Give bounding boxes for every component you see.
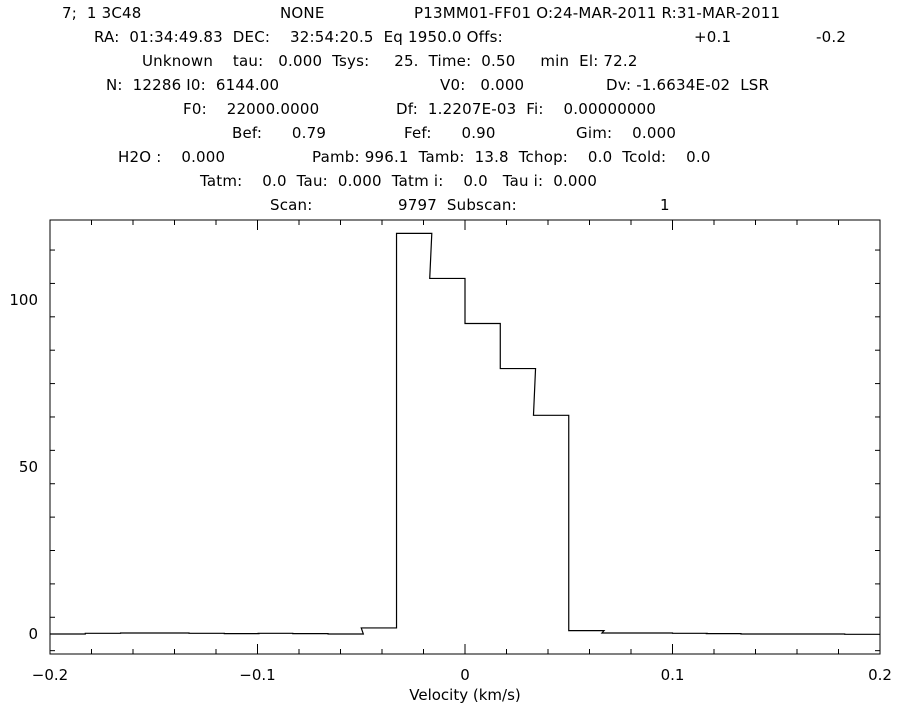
x-tick-label: 0	[460, 666, 470, 684]
y-tick-label: 100	[9, 291, 38, 309]
header-channels: N: 12286 I0: 6144.00	[106, 76, 280, 94]
header-fef: Fef: 0.90	[404, 124, 496, 142]
y-tick-label: 0	[28, 625, 38, 643]
x-tick-label: 0.2	[868, 666, 892, 684]
header-offset-dec: -0.2	[816, 28, 847, 46]
x-axis-label: Velocity (km/s)	[409, 686, 520, 704]
header-scan-subscan: 9797 Subscan:	[398, 196, 517, 214]
header-project-dates: P13MM01-FF01 O:24-MAR-2011 R:31-MAR-2011	[414, 4, 781, 22]
header-scan-label: Scan:	[270, 196, 313, 214]
spectrum-line	[50, 232, 880, 635]
axis-tick-labels: −0.2 −0.1 0 0.1 0.2 0 50 100	[9, 291, 892, 684]
header-dv: Dv: -1.6634E-02 LSR	[606, 76, 770, 94]
x-tick-label: −0.2	[32, 666, 68, 684]
header-atmosphere: Tatm: 0.0 Tau: 0.000 Tatm i: 0.0 Tau i: …	[200, 172, 598, 190]
header-gim: Gim: 0.000	[576, 124, 677, 142]
x-tick-label: −0.1	[239, 666, 275, 684]
y-tick-label: 50	[19, 458, 38, 476]
header-tau-tsys-time: Unknown tau: 0.000 Tsys: 25. Time: 0.50 …	[142, 52, 638, 70]
header-ambient: Pamb: 996.1 Tamb: 13.8 Tchop: 0.0 Tcold:…	[312, 148, 711, 166]
header-v0: V0: 0.000	[440, 76, 525, 94]
header-bef: Bef: 0.79	[232, 124, 327, 142]
header-subscan-value: 1	[660, 196, 670, 214]
header-df-fi: Df: 1.2207E-03 Fi: 0.00000000	[396, 100, 657, 118]
header-line-name: NONE	[280, 4, 325, 22]
header-h2o: H2O : 0.000	[118, 148, 226, 166]
header-f0: F0: 22000.0000	[183, 100, 320, 118]
observation-header: 7; 1 3C48 NONE P13MM01-FF01 O:24-MAR-201…	[0, 0, 900, 220]
x-tick-label: 0.1	[661, 666, 685, 684]
header-source: 7; 1 3C48	[62, 4, 142, 22]
header-coordinates: RA: 01:34:49.83 DEC: 32:54:20.5 Eq 1950.…	[94, 28, 503, 46]
axis-ticks	[49, 220, 881, 654]
header-offset-ra: +0.1	[694, 28, 732, 46]
